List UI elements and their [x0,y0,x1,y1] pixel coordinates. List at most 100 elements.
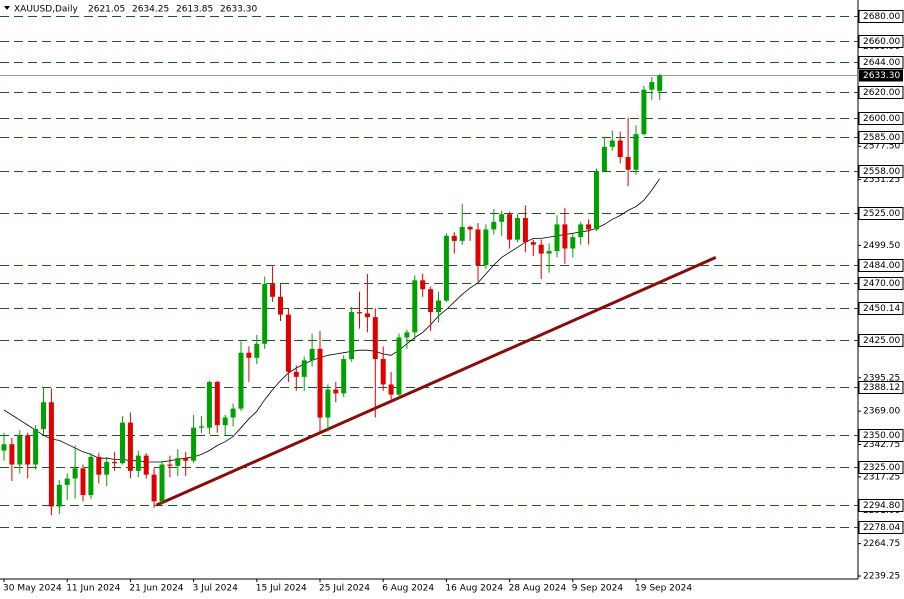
low-value: 2613.85 [176,5,213,15]
candle-body [633,134,639,170]
candle-body [404,332,410,338]
candle-body [333,389,339,394]
candle-body [285,314,291,372]
candle-body [199,426,204,428]
level-label-box [858,521,904,534]
candle-body [41,402,46,429]
candle-body [483,229,489,266]
candle-body [388,384,394,395]
level-label: 2680.00 [863,12,900,22]
candle-body [33,428,39,465]
candle-body [246,352,252,358]
y-tick-label: 2239.25 [863,572,900,582]
level-label: 2388.12 [863,383,900,393]
candle-body [222,417,228,426]
x-tick-label: 16 Aug 2024 [445,584,503,594]
candle-body [17,435,23,465]
candle-body [657,75,663,91]
candle-body [88,456,94,496]
candle-body [538,244,544,254]
candle-body [293,371,299,377]
x-tick-label: 28 Aug 2024 [509,584,567,594]
level-label: 2325.00 [863,463,900,473]
candle-body [578,224,584,238]
level-label: 2644.00 [863,58,900,68]
level-label: 2425.00 [863,336,900,346]
level-label-box [858,259,904,272]
y-tick-label: 2551.25 [863,175,900,185]
level-label: 2450.14 [863,304,900,314]
candle-body [167,464,173,466]
last-price-box [859,69,903,82]
candle-body [546,251,552,254]
y-tick-label: 2264.75 [863,539,900,549]
candle-body [56,484,62,507]
candle-body [554,224,560,252]
candle-body [475,229,481,266]
candle-body [183,458,189,461]
candle-body [380,359,386,385]
open-value: 2621.05 [88,5,125,15]
candle-body [270,284,276,297]
level-label: 2525.00 [863,209,900,219]
level-label: 2294.80 [863,501,900,511]
level-label-box [858,56,904,69]
candle-body [230,408,236,418]
candle-body [349,312,355,360]
candle-body [191,427,197,461]
y-tick-label: 2317.25 [863,472,900,482]
candle-body [9,444,15,465]
level-label-box [858,35,904,48]
candle-body [214,381,220,426]
x-tick-label: 25 Jul 2024 [319,584,370,594]
trendline [155,256,717,507]
candle-body [206,381,212,428]
level-label-box [858,86,904,99]
candle-body [309,348,315,361]
y-tick-label: 2577.50 [863,142,900,152]
symbol-title: XAUUSD,Daily [14,5,78,15]
candle-body [317,348,323,418]
candle-body [254,343,260,358]
level-label-box [858,10,904,23]
candle-body [617,140,623,158]
y-tick-label: 2369.00 [863,407,900,417]
candle-body [420,280,426,290]
candle-body [625,157,631,170]
menu-triangle[interactable] [4,6,10,10]
level-label-box [858,334,904,347]
level-label-box [858,499,904,512]
candle-body [135,455,141,471]
level-label-box [858,429,904,442]
level-label: 2278.04 [863,523,900,533]
candle-body [436,300,441,313]
candle-body [357,312,362,314]
level-label: 2484.00 [863,261,900,271]
level-label: 2620.00 [863,88,900,98]
candle-body [175,458,181,466]
candle-body [341,359,347,394]
level-label: 2558.00 [863,167,900,177]
candle-body [80,468,86,496]
candle-body [104,461,110,475]
level-label-box [858,461,904,474]
last-price-label: 2633.30 [863,71,900,81]
candle-body [262,284,268,344]
level-label: 2350.00 [863,431,900,441]
candle-body [609,140,615,147]
candle-body [396,337,402,395]
x-tick-label: 15 Jul 2024 [256,584,307,594]
x-tick-label: 19 Sep 2024 [635,584,692,594]
candle-body [1,444,7,451]
level-label-box [858,381,904,394]
high-value: 2634.25 [132,5,169,15]
moving-average [3,178,661,463]
candle-body [459,226,465,241]
y-tick-label: 2499.50 [863,241,900,251]
candle-body [238,352,244,409]
candle-body [96,456,102,475]
candle-body [594,171,599,230]
x-tick-label: 30 May 2024 [3,584,62,594]
candle-body [467,226,473,230]
candle-body [364,313,370,318]
